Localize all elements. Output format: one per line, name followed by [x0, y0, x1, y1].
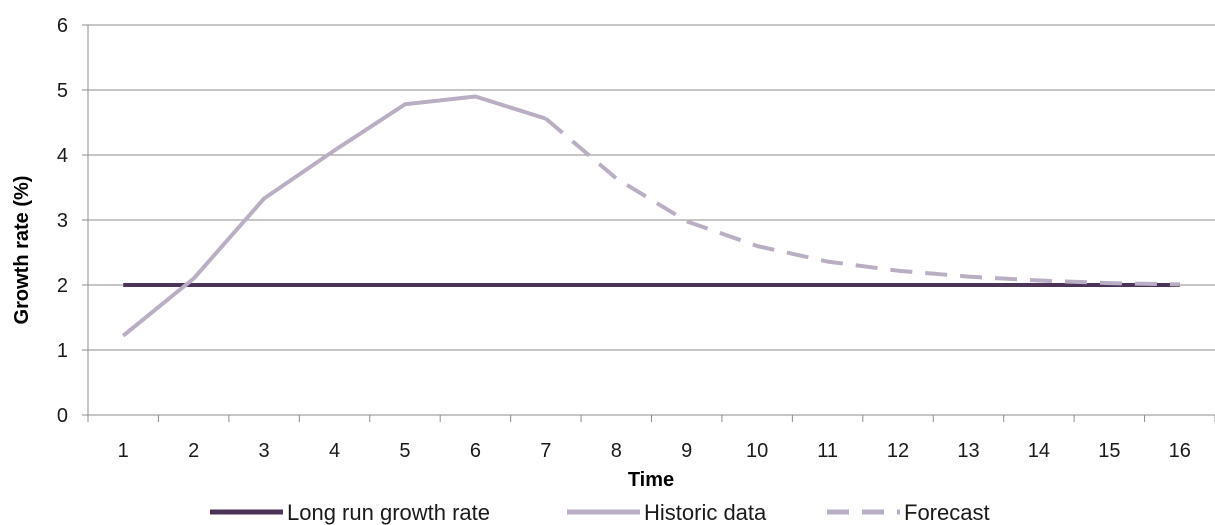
- x-tick-label: 6: [470, 440, 481, 462]
- legend-label: Forecast: [904, 500, 990, 525]
- x-tick-label: 2: [188, 440, 199, 462]
- legend-label: Historic data: [644, 500, 767, 525]
- x-tick-label: 1: [118, 440, 129, 462]
- x-tick-label: 16: [1169, 440, 1191, 462]
- x-tick-label: 10: [746, 440, 768, 462]
- x-tick-label: 14: [1028, 440, 1050, 462]
- gridlines: [88, 24, 1215, 351]
- y-tick-label: 0: [57, 405, 68, 427]
- y-tick-label: 2: [57, 275, 68, 297]
- y-tick-label: 6: [57, 15, 68, 37]
- y-axis-title: Growth rate (%): [11, 176, 33, 325]
- legend-label: Long run growth rate: [287, 500, 490, 525]
- x-tick-label: 15: [1098, 440, 1120, 462]
- series-line-forecast: [544, 117, 1180, 287]
- series-line-historic-data: [121, 94, 547, 338]
- x-tick-label: 9: [681, 440, 692, 462]
- x-tick-label: 5: [399, 440, 410, 462]
- series-lines: [121, 94, 1180, 338]
- x-tick-label: 4: [329, 440, 340, 462]
- y-tick-label: 4: [57, 145, 68, 167]
- x-tick-label: 3: [259, 440, 270, 462]
- axes: [82, 24, 1215, 422]
- y-tick-label: 1: [57, 340, 68, 362]
- x-tick-label: 8: [611, 440, 622, 462]
- x-tick-label: 12: [887, 440, 909, 462]
- x-tick-label: 13: [957, 440, 979, 462]
- legend: Long run growth rate Historic data Forecas…: [210, 500, 990, 525]
- x-axis-title: Time: [628, 469, 674, 491]
- x-tick-label: 11: [817, 440, 838, 462]
- x-tick-label: 7: [540, 440, 551, 462]
- y-tick-label: 3: [57, 210, 68, 232]
- y-tick-label: 5: [57, 80, 68, 102]
